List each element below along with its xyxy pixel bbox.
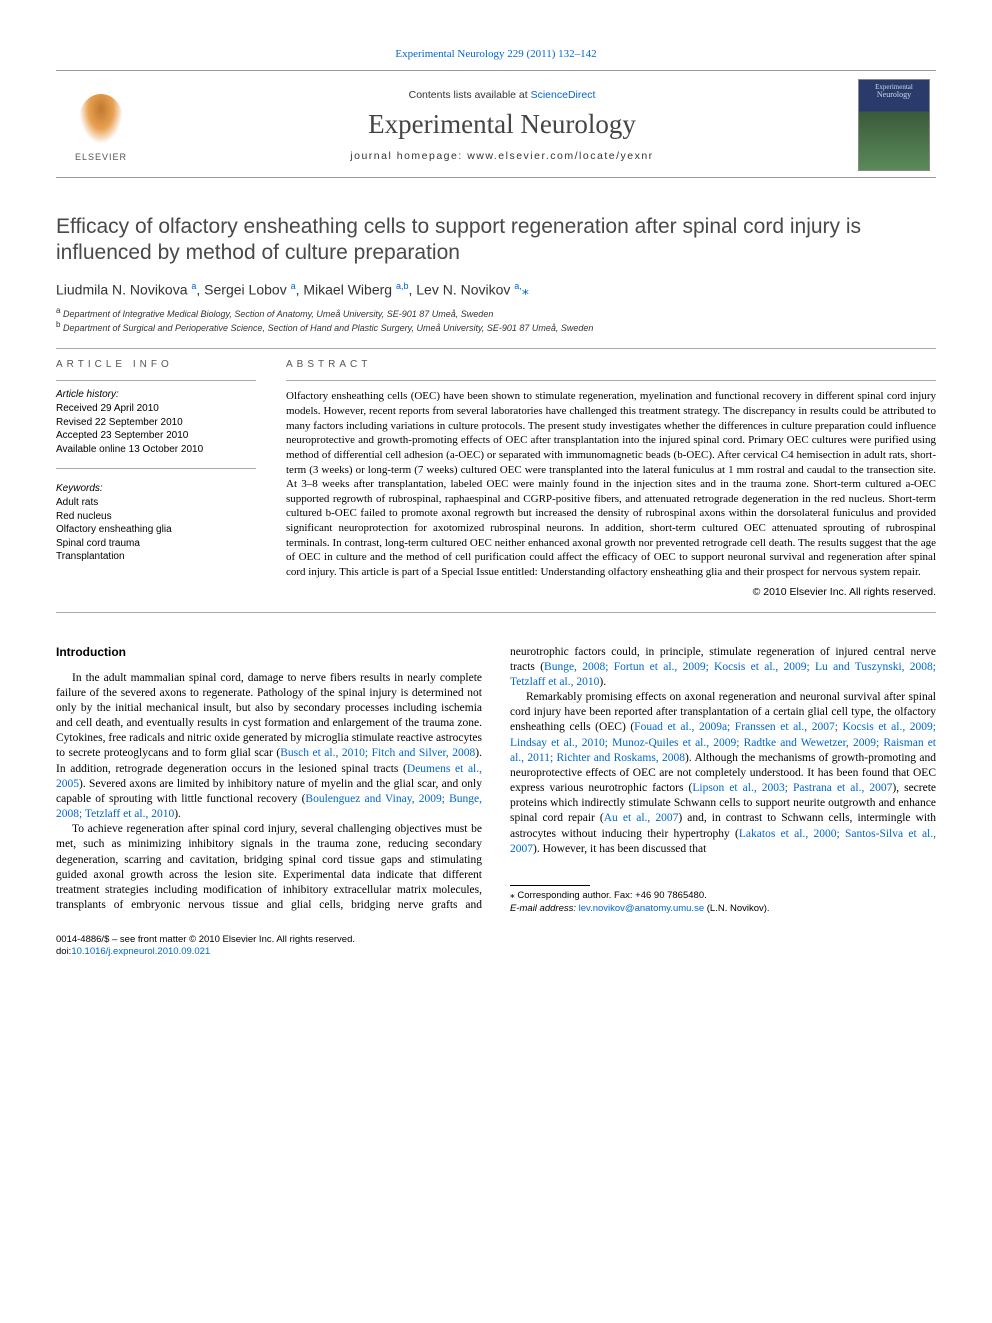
sciencedirect-link[interactable]: ScienceDirect	[531, 89, 596, 101]
keyword-item: Transplantation	[56, 550, 256, 564]
publisher-name: ELSEVIER	[75, 152, 127, 162]
keywords-label: Keywords:	[56, 483, 256, 494]
contents-available-line: Contents lists available at ScienceDirec…	[154, 89, 850, 101]
info-divider	[56, 380, 256, 381]
article-info-heading: ARTICLE INFO	[56, 359, 256, 370]
keyword-item: Red nucleus	[56, 510, 256, 524]
affiliation-line: b Department of Surgical and Perioperati…	[56, 320, 936, 334]
contents-pre: Contents lists available at	[409, 89, 531, 101]
corresponding-author-note: ⁎ Corresponding author. Fax: +46 90 7865…	[510, 890, 936, 903]
body-paragraph: Remarkably promising effects on axonal r…	[510, 690, 936, 857]
divider-top	[56, 348, 936, 349]
masthead: ELSEVIER Contents lists available at Sci…	[56, 70, 936, 178]
history-label: Article history:	[56, 389, 256, 400]
cover-line-2: Neurology	[877, 91, 911, 100]
body-paragraphs: In the adult mammalian spinal cord, dama…	[56, 645, 936, 916]
email-line: E-mail address: lev.novikov@anatomy.umu.…	[510, 903, 936, 916]
elsevier-tree-icon	[71, 88, 131, 150]
masthead-center: Contents lists available at ScienceDirec…	[146, 89, 858, 162]
journal-title: Experimental Neurology	[154, 109, 850, 140]
keyword-item: Olfactory ensheathing glia	[56, 523, 256, 537]
homepage-url[interactable]: www.elsevier.com/locate/yexnr	[467, 150, 653, 162]
history-list: Received 29 April 2010Revised 22 Septemb…	[56, 402, 256, 456]
affiliation-line: a Department of Integrative Medical Biol…	[56, 306, 936, 320]
doi-link[interactable]: 10.1016/j.expneurol.2010.09.021	[71, 946, 210, 957]
email-label: E-mail address:	[510, 903, 579, 914]
keywords-list: Adult ratsRed nucleusOlfactory ensheathi…	[56, 496, 256, 564]
article-meta-row: ARTICLE INFO Article history: Received 2…	[56, 359, 936, 597]
author-email-link[interactable]: lev.novikov@anatomy.umu.se	[579, 903, 704, 914]
doi-prefix: doi:	[56, 946, 71, 957]
footnote-rule	[510, 885, 590, 886]
history-item: Accepted 23 September 2010	[56, 429, 256, 443]
cover-thumbnail-icon: Experimental Neurology	[858, 79, 930, 171]
page-root: Experimental Neurology 229 (2011) 132–14…	[0, 0, 992, 998]
journal-citation-link[interactable]: Experimental Neurology 229 (2011) 132–14…	[56, 48, 936, 60]
history-item: Received 29 April 2010	[56, 402, 256, 416]
citation-text: Experimental Neurology 229 (2011) 132–14…	[395, 48, 596, 60]
abstract-heading: ABSTRACT	[286, 359, 936, 370]
email-tail: (L.N. Novikov).	[704, 903, 769, 914]
homepage-pre: journal homepage:	[350, 150, 467, 162]
article-info-column: ARTICLE INFO Article history: Received 2…	[56, 359, 256, 597]
history-item: Available online 13 October 2010	[56, 443, 256, 457]
abstract-divider	[286, 380, 936, 381]
affiliation-list: a Department of Integrative Medical Biol…	[56, 306, 936, 334]
keyword-item: Adult rats	[56, 496, 256, 510]
kw-divider	[56, 468, 256, 469]
body-paragraph: In the adult mammalian spinal cord, dama…	[56, 671, 482, 823]
keyword-item: Spinal cord trauma	[56, 537, 256, 551]
section-heading-introduction: Introduction	[56, 645, 482, 659]
footer-block: 0014-4886/$ – see front matter © 2010 El…	[56, 934, 936, 959]
divider-bottom	[56, 612, 936, 613]
journal-homepage-line: journal homepage: www.elsevier.com/locat…	[154, 150, 850, 162]
doi-line: doi:10.1016/j.expneurol.2010.09.021	[56, 946, 936, 958]
history-item: Revised 22 September 2010	[56, 416, 256, 430]
copyright-line: © 2010 Elsevier Inc. All rights reserved…	[286, 586, 936, 598]
footnotes-block: ⁎ Corresponding author. Fax: +46 90 7865…	[510, 885, 936, 916]
abstract-column: ABSTRACT Olfactory ensheathing cells (OE…	[286, 359, 936, 597]
abstract-text: Olfactory ensheathing cells (OEC) have b…	[286, 389, 936, 579]
article-title: Efficacy of olfactory ensheathing cells …	[56, 214, 936, 267]
publisher-logo-block: ELSEVIER	[56, 88, 146, 162]
author-list: Liudmila N. Novikova a, Sergei Lobov a, …	[56, 281, 936, 299]
journal-cover-thumb: Experimental Neurology	[858, 79, 936, 171]
body-two-column: Introduction In the adult mammalian spin…	[56, 645, 936, 916]
front-matter-line: 0014-4886/$ – see front matter © 2010 El…	[56, 934, 936, 946]
